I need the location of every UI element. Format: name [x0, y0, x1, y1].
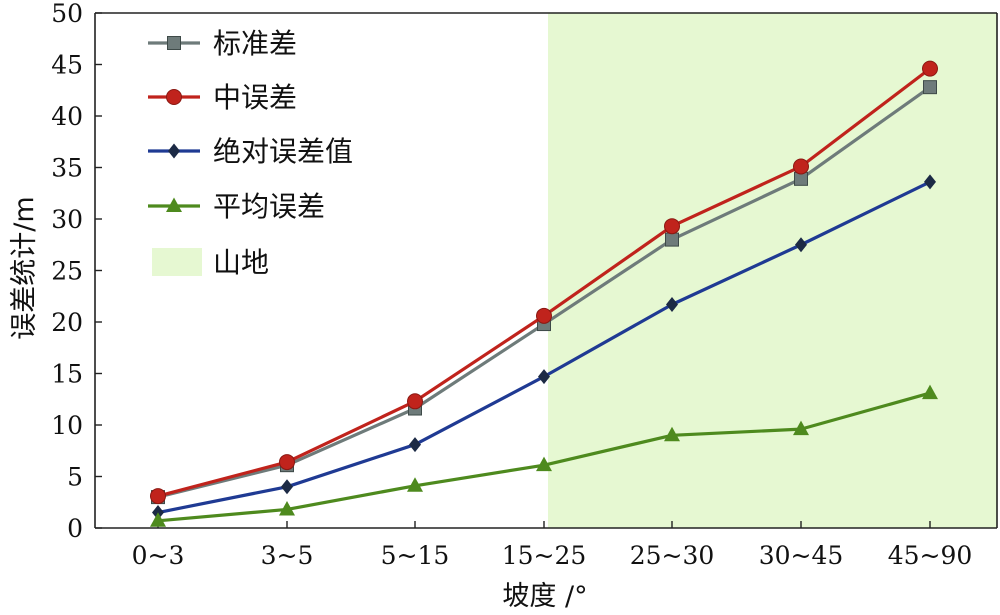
- data-point: [664, 218, 680, 235]
- data-point: [279, 454, 295, 471]
- y-tick-label: 30: [51, 205, 83, 234]
- data-point: [281, 479, 293, 495]
- x-tick-label: 5~15: [381, 541, 450, 570]
- data-point: [666, 296, 678, 312]
- y-tick-label: 50: [51, 0, 83, 28]
- data-point: [538, 369, 550, 385]
- data-point: [923, 80, 937, 95]
- x-tick-label: 45~90: [888, 541, 973, 570]
- x-axis-title: 坡度 /°: [502, 581, 587, 612]
- y-tick-label: 45: [51, 51, 83, 80]
- data-point: [409, 437, 421, 453]
- legend-entry-label: 中误差: [213, 81, 297, 114]
- legend-swatch-marker: [168, 143, 180, 159]
- legend-swatch-region: [152, 248, 202, 276]
- legend-swatch-marker: [166, 197, 182, 212]
- x-tick-label: 25~30: [630, 541, 715, 570]
- data-point: [922, 60, 938, 77]
- y-axis-title: 误差统计/m: [9, 196, 40, 339]
- legend-entry-label: 标准差: [213, 27, 297, 60]
- data-point: [536, 456, 552, 472]
- data-point: [793, 158, 809, 175]
- data-point: [150, 488, 166, 505]
- x-tick-label: 0~3: [132, 541, 185, 570]
- y-tick-label: 40: [51, 102, 83, 131]
- y-tick-label: 10: [51, 411, 83, 440]
- x-tick-label: 15~25: [502, 541, 587, 570]
- y-tick-label: 15: [51, 360, 83, 389]
- data-point: [922, 384, 938, 400]
- data-point: [793, 420, 809, 436]
- y-tick-label: 25: [51, 257, 83, 286]
- legend-entry-label: 山地: [213, 246, 269, 279]
- series-2: [150, 60, 938, 505]
- y-tick-label: 0: [67, 514, 83, 543]
- y-tick-label: 20: [51, 308, 83, 337]
- legend-swatch-marker: [166, 89, 182, 105]
- data-point: [150, 512, 166, 527]
- legend-entry-label: 绝对误差值: [213, 135, 353, 168]
- y-tick-label: 5: [67, 463, 83, 492]
- data-point: [924, 174, 936, 190]
- data-point: [536, 307, 552, 324]
- y-tick-label: 35: [51, 154, 83, 183]
- series-layer: [150, 60, 938, 527]
- x-tick-label: 30~45: [759, 541, 844, 570]
- data-point: [407, 477, 423, 492]
- x-tick-label: 3~5: [261, 541, 314, 570]
- series-3: [152, 174, 936, 521]
- legend-entry-label: 平均误差: [213, 190, 325, 223]
- data-point: [279, 500, 295, 516]
- axes: 0 5 10 15 20 25 30 35 40 45 50 0~3 3~5 5~15 15~25 25~30…: [51, 0, 998, 570]
- data-point: [795, 237, 807, 253]
- series-4: [150, 384, 938, 527]
- data-point: [407, 393, 423, 410]
- legend-swatch-marker: [167, 36, 181, 50]
- data-point: [665, 232, 679, 247]
- data-point: [664, 426, 680, 442]
